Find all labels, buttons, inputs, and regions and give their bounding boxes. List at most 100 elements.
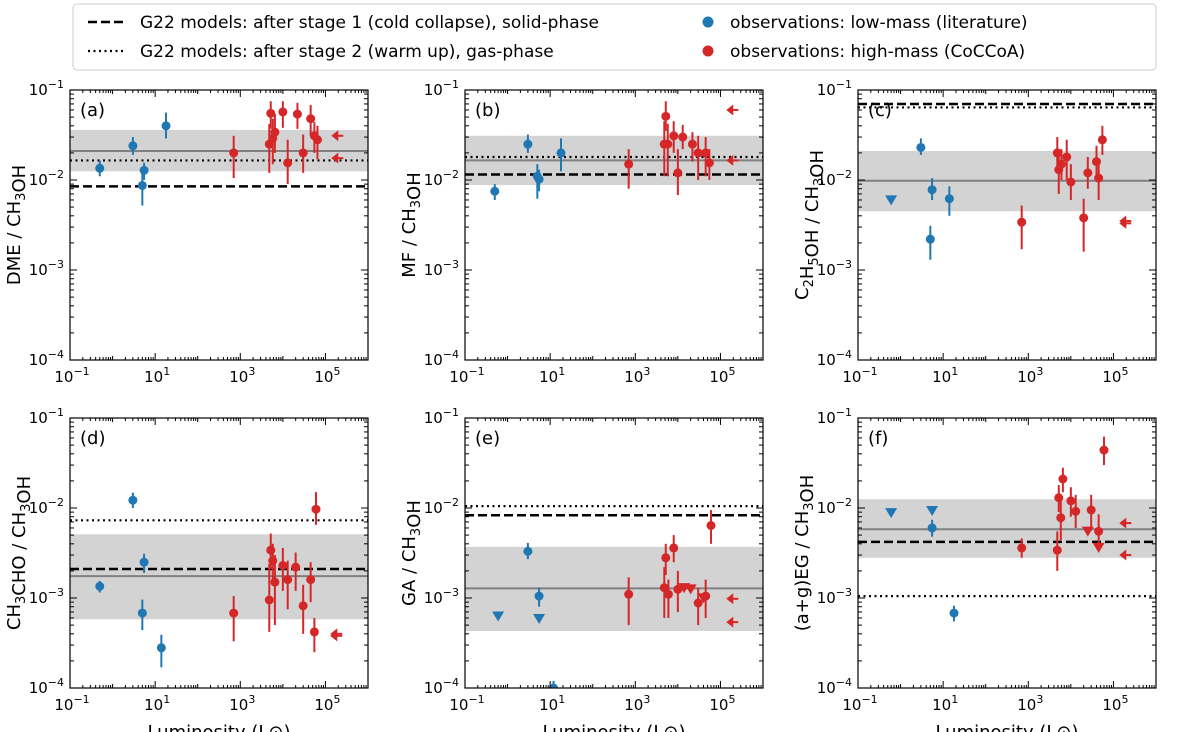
- low-mass-upper-limit: [492, 611, 505, 622]
- high-mass-point: [298, 148, 308, 158]
- y-axis-label: GA / CH3OH: [399, 500, 425, 606]
- x-tick-label: 10−1: [54, 693, 89, 714]
- low-mass-upper-limit: [885, 195, 898, 206]
- plot-area: [858, 436, 1156, 622]
- legend-marker-low: [702, 16, 714, 28]
- high-mass-point: [312, 135, 322, 145]
- high-mass-limit: [726, 593, 734, 605]
- x-tick-label: 101: [144, 693, 170, 714]
- x-tick-label: 105: [1102, 365, 1128, 386]
- high-mass-point: [673, 168, 683, 178]
- high-mass-limit: [726, 616, 734, 628]
- panel-c: 10−1 101 103 105 10−4 10−3 10−2 10−1 (c) C2H5OH /…: [792, 78, 1157, 386]
- low-mass-point: [523, 139, 533, 149]
- x-tick-label: 10−1: [842, 365, 877, 386]
- high-mass-limit: [1119, 517, 1127, 529]
- high-mass-point: [1066, 177, 1076, 187]
- y-tick-label: 10−1: [817, 78, 852, 99]
- x-axis-label: Luminosity (L⊙): [542, 722, 685, 732]
- low-mass-point: [949, 608, 959, 618]
- high-mass-point: [306, 114, 316, 124]
- x-tick-label: 105: [709, 693, 735, 714]
- high-mass-point: [309, 627, 319, 637]
- panel-tag: (d): [80, 428, 105, 449]
- high-mass-point: [278, 560, 288, 570]
- high-mass-point: [1083, 168, 1093, 178]
- y-tick-label: 10−3: [29, 586, 64, 607]
- low-mass-point: [925, 234, 935, 244]
- high-mass-point: [1017, 543, 1027, 553]
- high-mass-point: [661, 553, 671, 563]
- low-mass-upper-limit: [885, 508, 898, 519]
- ticks: [69, 89, 369, 361]
- panel-tag: (f): [868, 428, 888, 449]
- panel-a: 10−1 101 103 105 10−4 10−3 10−2 10−1 (a) DME / CH…: [4, 78, 369, 386]
- low-mass-point: [523, 546, 533, 556]
- y-axis-label: C2H5OH / CH3OH: [792, 150, 828, 300]
- plot-frame: [69, 89, 369, 361]
- y-tick-label: 10−1: [29, 78, 64, 99]
- high-mass-limit: [726, 104, 734, 116]
- high-mass-point: [693, 598, 703, 608]
- panel-b: 10−1 101 103 105 10−4 10−3 10−2 10−1 (b) MF / CH3…: [399, 78, 764, 386]
- x-axis-label: Luminosity (L⊙): [935, 722, 1078, 732]
- plot-frame: [857, 417, 1157, 689]
- high-mass-point: [264, 595, 274, 605]
- y-axis-label: (a+g)EG / CH3OH: [792, 475, 818, 632]
- high-mass-point: [669, 131, 679, 141]
- high-mass-point: [1062, 152, 1072, 162]
- high-mass-point: [673, 584, 683, 594]
- high-mass-point: [311, 504, 321, 514]
- high-mass-point: [1054, 493, 1064, 503]
- high-mass-limit: [330, 630, 338, 642]
- x-tick-label: 105: [709, 365, 735, 386]
- y-tick-label: 10−1: [817, 406, 852, 427]
- ticks: [464, 89, 764, 361]
- plot-area: [465, 101, 763, 200]
- low-mass-point: [916, 142, 926, 152]
- high-mass-point: [298, 601, 308, 611]
- high-mass-point: [292, 109, 302, 119]
- high-mass-point: [678, 132, 688, 142]
- high-mass-point: [283, 158, 293, 168]
- legend-label-high: observations: high-mass (CoCCoA): [730, 42, 1025, 62]
- high-mass-point: [624, 589, 634, 599]
- high-mass-upper-limit: [684, 584, 697, 595]
- y-tick-label: 10−4: [29, 348, 64, 369]
- x-tick-label: 103: [624, 365, 650, 386]
- x-tick-label: 101: [539, 365, 565, 386]
- high-mass-point: [283, 575, 293, 585]
- panel-e: 10−1 101 103 105 10−4 10−3 10−2 10−1 (e) GA / CH3…: [399, 406, 764, 732]
- y-tick-label: 10−4: [817, 676, 852, 697]
- high-mass-point: [1052, 545, 1062, 555]
- high-mass-point: [1086, 505, 1096, 515]
- low-mass-point: [128, 141, 138, 151]
- high-mass-point: [1099, 445, 1109, 455]
- high-mass-point: [1094, 173, 1104, 183]
- legend: G22 models: after stage 1 (cold collapse…: [72, 3, 1157, 71]
- high-mass-limit: [331, 130, 339, 142]
- plot-frame: [464, 417, 764, 689]
- x-tick-label: 103: [624, 693, 650, 714]
- high-mass-limit: [331, 152, 339, 164]
- high-mass-point: [704, 158, 714, 168]
- low-mass-point: [156, 643, 166, 653]
- high-mass-point: [661, 111, 671, 121]
- y-tick-label: 10−4: [424, 348, 459, 369]
- x-tick-label: 105: [1102, 693, 1128, 714]
- legend-marker-high: [702, 45, 714, 57]
- high-mass-point: [1097, 135, 1107, 145]
- y-axis-label: DME / CH3OH: [4, 165, 30, 285]
- high-mass-point: [266, 108, 276, 118]
- panels: 10−1 101 103 105 10−4 10−3 10−2 10−1 (a) DME / CH…: [4, 78, 1157, 732]
- low-mass-point: [534, 591, 544, 601]
- plot-frame: [857, 89, 1157, 361]
- x-tick-label: 105: [314, 693, 340, 714]
- high-mass-point: [624, 159, 634, 169]
- low-mass-point: [927, 523, 937, 533]
- y-tick-label: 10−2: [424, 168, 459, 189]
- panel-tag: (b): [475, 100, 500, 121]
- low-mass-point: [137, 608, 147, 618]
- x-tick-label: 103: [1017, 693, 1043, 714]
- y-tick-label: 10−2: [29, 168, 64, 189]
